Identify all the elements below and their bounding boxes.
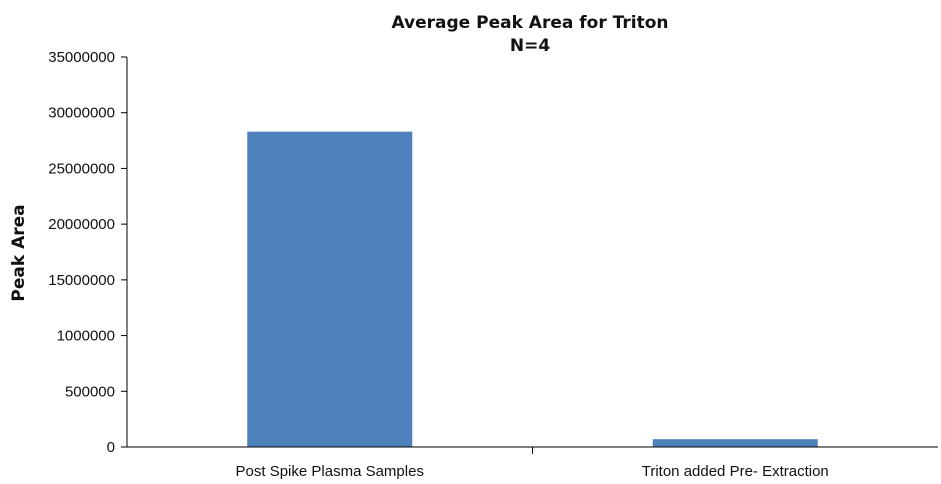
bar [247, 131, 413, 447]
y-ticks-group: 0 500000 1000000 15000000 20000000 25000000 30… [48, 49, 127, 456]
bars-group [247, 131, 818, 447]
y-tick-label: 25000000 [48, 160, 115, 177]
y-tick-label: 1000000 [57, 328, 115, 345]
y-tick-label: 500000 [65, 383, 115, 400]
bar [652, 439, 818, 447]
y-tick-label: 15000000 [48, 272, 115, 289]
y-axis-label: Peak Area [9, 204, 29, 301]
axes-group [121, 57, 938, 454]
y-tick-label: 30000000 [48, 105, 115, 122]
x-category-label: Post Spike Plasma Samples [236, 463, 424, 480]
chart-title: Average Peak Area for Triton [391, 13, 668, 33]
x-categories-group: Post Spike Plasma Samples Triton added Pr… [236, 463, 829, 480]
x-category-label: Triton added Pre- Extraction [642, 463, 829, 480]
y-tick-label: 35000000 [48, 49, 115, 66]
y-tick-label: 0 [107, 439, 115, 456]
chart-subtitle: N=4 [510, 36, 550, 56]
y-tick-label: 20000000 [48, 216, 115, 233]
